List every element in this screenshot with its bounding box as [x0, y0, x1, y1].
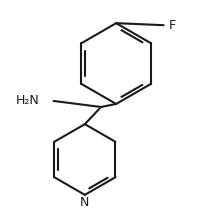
- Text: F: F: [169, 19, 176, 32]
- Text: N: N: [80, 196, 89, 209]
- Text: H₂N: H₂N: [16, 94, 39, 107]
